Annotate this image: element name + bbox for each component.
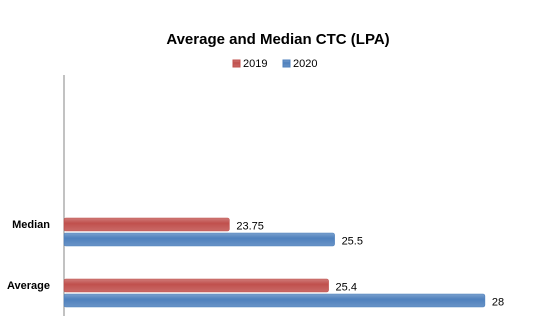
bar <box>63 232 335 247</box>
data-label: 25.5 <box>342 235 363 247</box>
bar <box>63 293 486 308</box>
bar <box>63 278 329 293</box>
bar <box>63 217 230 232</box>
data-label: 23.75 <box>236 220 264 232</box>
data-label: 25.4 <box>336 281 357 293</box>
legend-swatch <box>232 59 241 68</box>
data-label: 28 <box>492 296 504 308</box>
legend-swatch <box>282 59 291 68</box>
chart-title: Average and Median CTC (LPA) <box>166 31 389 48</box>
category-label: Median <box>12 219 50 231</box>
category-label: Average <box>7 280 50 292</box>
legend-label: 2019 <box>243 58 267 70</box>
legend-label: 2020 <box>293 58 317 70</box>
